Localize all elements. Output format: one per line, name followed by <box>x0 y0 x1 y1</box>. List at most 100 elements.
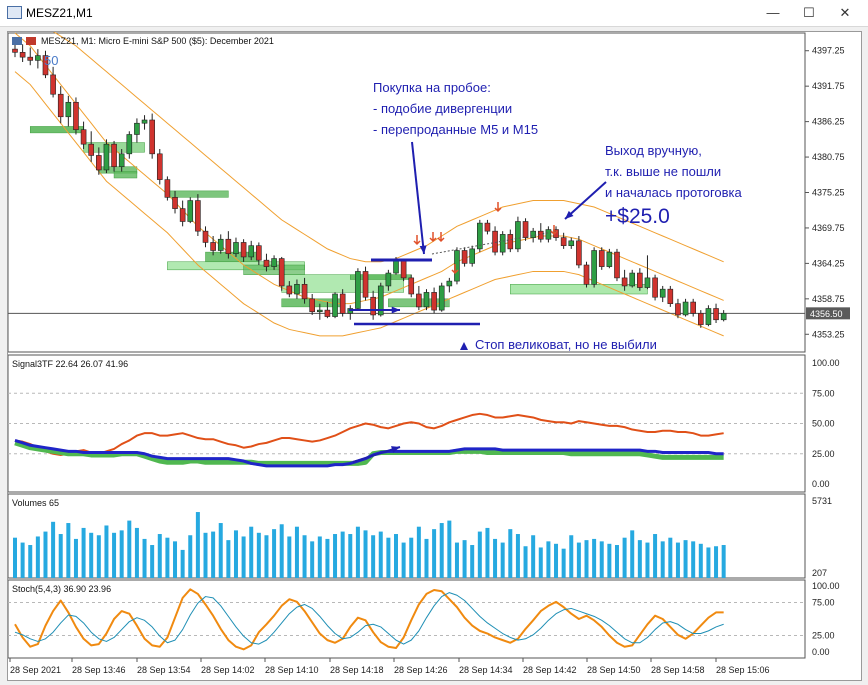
volume-bar <box>294 526 299 578</box>
volume-bar <box>157 534 162 578</box>
volume-bar <box>226 540 231 578</box>
volume-bar <box>363 530 368 578</box>
volume-bar <box>310 541 315 578</box>
candle-body <box>103 143 110 171</box>
price-tick-label: 4364.25 <box>812 258 845 268</box>
price-panel: 4397.25 4391.75 4386.25 4380.75 4375.25 4369.… <box>7 13 850 353</box>
signal3tf-panel: 100.00 75.00 50.00 25.00 0.00 Signal3TF 22.64… <box>7 354 840 493</box>
candle-body <box>309 298 315 313</box>
volume-bar <box>142 538 147 578</box>
signal-down-arrow <box>451 264 459 275</box>
candle-body <box>96 155 102 171</box>
maximize-button[interactable]: ☐ <box>803 5 815 20</box>
candle-body <box>697 313 704 325</box>
chart-canvas[interactable]: 4397.25 4391.75 4386.25 4380.75 4375.25 4369.… <box>7 13 861 680</box>
candle-body <box>507 234 514 250</box>
volume-bar <box>317 536 322 578</box>
candle-body <box>385 272 392 287</box>
volume-bar <box>233 530 238 578</box>
volume-bar <box>272 529 277 578</box>
chart-type-icon <box>26 37 36 45</box>
time-tick-label: 28 Sep 14:58 <box>651 665 705 675</box>
candle-body <box>240 242 247 258</box>
candle-body <box>477 222 483 250</box>
signal-arrow-head <box>391 446 400 453</box>
candle-body <box>469 248 476 264</box>
volume-bar <box>35 536 40 578</box>
volume-bar <box>264 535 269 578</box>
buy-annotation-line: - подобие дивергенции <box>373 101 512 116</box>
volume-bar <box>538 547 543 578</box>
time-tick-label: 28 Sep 14:50 <box>587 665 641 675</box>
candle-body <box>598 250 605 267</box>
candle-body <box>423 292 430 308</box>
candle-body <box>690 301 696 314</box>
price-tick-label: 4358.75 <box>812 294 845 304</box>
volume-bar <box>13 537 17 578</box>
volume-bar <box>20 542 25 578</box>
volume-bar <box>249 526 254 578</box>
volume-bar <box>592 538 597 578</box>
candle-body <box>156 153 163 180</box>
support-zone <box>113 171 138 179</box>
overlay-label: 50 <box>44 53 58 68</box>
time-tick-label: 28 Sep 13:46 <box>72 665 126 675</box>
candle-body <box>256 245 262 261</box>
volume-bar <box>195 512 200 578</box>
exit-annotation-line: Выход вручную, <box>605 143 702 158</box>
volume-bar <box>180 549 185 578</box>
candle-body <box>248 245 255 258</box>
candle-body <box>720 313 727 321</box>
volume-bar <box>28 545 33 578</box>
annotations: Покупка на пробое: - подобие дивергенции -… <box>349 80 743 463</box>
volume-bar <box>714 546 719 578</box>
close-button[interactable]: ✕ <box>839 5 851 20</box>
candle-body <box>12 48 18 53</box>
moving-average-line <box>14 13 724 263</box>
candle-body <box>537 230 544 240</box>
exit-arrow-head <box>565 210 574 219</box>
volume-bar <box>546 541 551 578</box>
time-axis: 28 Sep 2021 28 Sep 13:46 28 Sep 13:54 28 Se… <box>9 658 770 675</box>
volume-bar <box>348 534 353 578</box>
candle-body <box>560 237 567 246</box>
signal-down-arrow <box>494 202 502 213</box>
volume-bar <box>96 535 101 578</box>
volume-bar <box>66 523 71 578</box>
buy-annotation-line: Покупка на пробое: <box>373 80 491 95</box>
volume-bar <box>561 548 566 578</box>
candle-body <box>606 251 613 267</box>
candle-body <box>179 208 186 222</box>
window-title: MESZ21,M1 <box>26 6 93 20</box>
buy-annotation-line: - перепроданные М5 и М15 <box>373 122 538 137</box>
candle-body <box>65 101 72 118</box>
candle-body <box>263 259 270 267</box>
price-tick-label: 4353.25 <box>812 329 845 339</box>
candle-body <box>408 277 415 295</box>
volume-bar <box>660 541 665 578</box>
candle-body <box>370 296 376 316</box>
candle-body <box>576 240 582 266</box>
stoch-tick-label: 75.00 <box>812 598 835 608</box>
candle-body <box>682 301 689 316</box>
volume-bar <box>454 542 459 578</box>
time-tick-label: 28 Sep 15:06 <box>716 665 770 675</box>
volume-bar <box>691 541 696 578</box>
candle-body <box>111 143 117 168</box>
chart-frame: 4397.25 4391.75 4386.25 4380.75 4375.25 4369.… <box>7 13 862 681</box>
exit-arrow <box>564 181 607 220</box>
current-price-tag <box>806 307 850 320</box>
volume-bar <box>211 531 216 578</box>
candle-body <box>591 250 597 285</box>
volume-bar <box>439 523 444 578</box>
volume-bar <box>462 540 467 578</box>
minimize-button[interactable]: — <box>766 5 780 20</box>
candle-body <box>324 309 331 317</box>
buy-arrow-head <box>419 245 427 254</box>
trade-dotted-line <box>431 230 559 255</box>
volume-bar <box>416 526 421 578</box>
candle-body <box>675 303 681 316</box>
volume-bar <box>523 546 528 578</box>
candle-body <box>73 101 79 130</box>
candle-body <box>446 280 453 287</box>
